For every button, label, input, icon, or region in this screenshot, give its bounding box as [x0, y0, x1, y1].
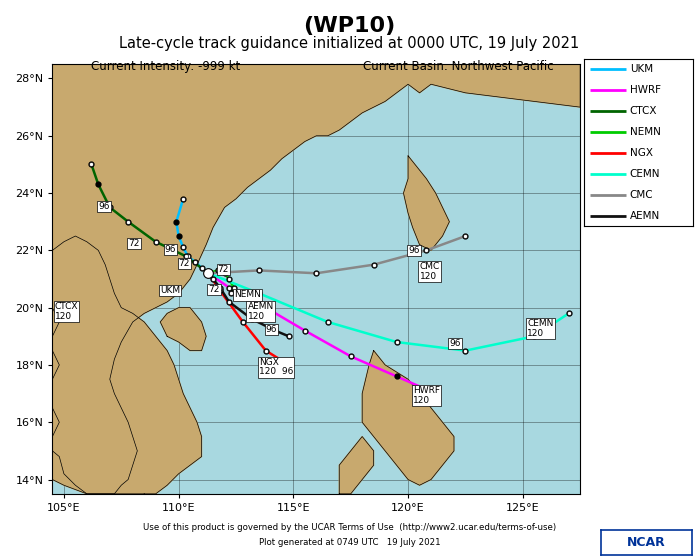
- Text: NCAR: NCAR: [627, 536, 666, 549]
- Text: AEMN: AEMN: [630, 210, 660, 220]
- Polygon shape: [52, 64, 580, 494]
- Polygon shape: [52, 236, 201, 494]
- Text: NGX: NGX: [630, 148, 653, 158]
- Text: 96: 96: [449, 339, 461, 348]
- Text: CMC: CMC: [630, 190, 654, 200]
- Text: NEMN: NEMN: [630, 127, 661, 137]
- Text: CTCX
120: CTCX 120: [55, 302, 78, 321]
- Text: CEMN
120: CEMN 120: [528, 319, 554, 338]
- Text: CEMN: CEMN: [630, 169, 661, 179]
- Text: Current Intensity: -999 kt: Current Intensity: -999 kt: [91, 60, 240, 73]
- Text: Plot generated at 0749 UTC   19 July 2021: Plot generated at 0749 UTC 19 July 2021: [259, 538, 440, 547]
- Text: HWRF
120: HWRF 120: [412, 386, 440, 405]
- Text: CTCX: CTCX: [630, 106, 657, 116]
- Text: (WP10): (WP10): [303, 16, 396, 36]
- Text: NGX
120  96: NGX 120 96: [259, 358, 294, 377]
- Polygon shape: [339, 436, 374, 494]
- Polygon shape: [362, 350, 454, 485]
- Text: 72: 72: [208, 285, 219, 294]
- Polygon shape: [403, 156, 449, 251]
- Text: 96: 96: [266, 325, 278, 334]
- Text: HWRF: HWRF: [630, 85, 661, 95]
- Text: Use of this product is governed by the UCAR Terms of Use  (http://www2.ucar.edu/: Use of this product is governed by the U…: [143, 523, 556, 532]
- Text: UKM: UKM: [160, 286, 180, 295]
- Text: 72: 72: [217, 264, 229, 273]
- Text: 96: 96: [408, 246, 419, 255]
- Text: 96: 96: [165, 244, 176, 254]
- Text: Current Basin: Northwest Pacific: Current Basin: Northwest Pacific: [363, 60, 554, 73]
- Text: AEMN
120: AEMN 120: [247, 302, 274, 321]
- Text: CMC
120: CMC 120: [419, 262, 440, 281]
- Polygon shape: [160, 307, 206, 350]
- Text: Late-cycle track guidance initialized at 0000 UTC, 19 July 2021: Late-cycle track guidance initialized at…: [120, 36, 579, 51]
- Text: 72: 72: [179, 259, 190, 268]
- Text: 96: 96: [99, 201, 110, 211]
- Text: NEMN: NEMN: [233, 291, 261, 300]
- Text: 72: 72: [128, 239, 140, 248]
- Text: UKM: UKM: [630, 64, 653, 74]
